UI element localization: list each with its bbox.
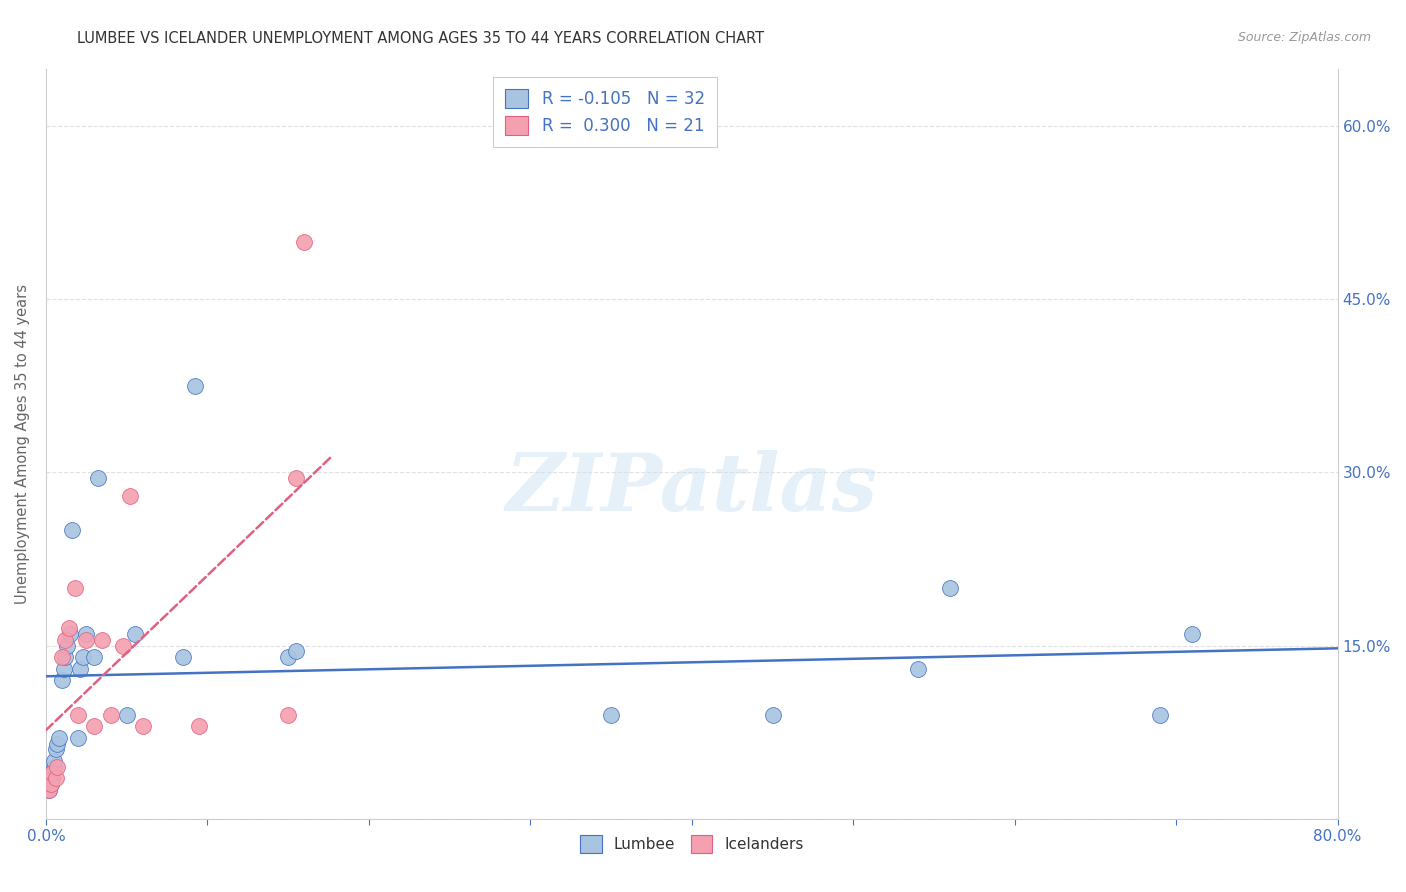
Point <box>907 662 929 676</box>
Point <box>39 777 62 791</box>
Point <box>188 719 211 733</box>
Legend: Lumbee, Icelanders: Lumbee, Icelanders <box>569 824 814 863</box>
Point <box>75 627 97 641</box>
Text: ZIPatlas: ZIPatlas <box>506 450 877 527</box>
Text: Source: ZipAtlas.com: Source: ZipAtlas.com <box>1237 31 1371 45</box>
Point <box>46 737 69 751</box>
Point <box>292 235 315 249</box>
Point <box>277 650 299 665</box>
Point <box>83 719 105 733</box>
Point <box>41 765 63 780</box>
Point <box>53 632 76 647</box>
Point <box>51 673 73 688</box>
Point <box>42 754 65 768</box>
Point <box>45 742 67 756</box>
Point <box>939 581 962 595</box>
Point <box>118 489 141 503</box>
Point <box>285 644 308 658</box>
Point <box>183 379 205 393</box>
Point <box>53 650 76 665</box>
Point <box>761 707 783 722</box>
Point <box>42 760 65 774</box>
Point <box>45 772 67 786</box>
Point <box>67 707 90 722</box>
Point <box>285 471 308 485</box>
Text: LUMBEE VS ICELANDER UNEMPLOYMENT AMONG AGES 35 TO 44 YEARS CORRELATION CHART: LUMBEE VS ICELANDER UNEMPLOYMENT AMONG A… <box>77 31 765 46</box>
Point <box>52 662 75 676</box>
Y-axis label: Unemployment Among Ages 35 to 44 years: Unemployment Among Ages 35 to 44 years <box>15 284 30 604</box>
Point <box>56 639 79 653</box>
Point <box>48 731 70 745</box>
Point <box>86 471 108 485</box>
Point <box>124 627 146 641</box>
Point <box>38 783 60 797</box>
Point <box>59 627 82 641</box>
Point <box>277 707 299 722</box>
Point <box>63 581 86 595</box>
Point <box>39 777 62 791</box>
Point <box>112 639 135 653</box>
Point <box>100 707 122 722</box>
Point <box>46 760 69 774</box>
Point <box>60 523 83 537</box>
Point <box>115 707 138 722</box>
Point <box>51 650 73 665</box>
Point <box>1181 627 1204 641</box>
Point <box>172 650 194 665</box>
Point <box>91 632 114 647</box>
Point <box>69 662 91 676</box>
Point <box>67 731 90 745</box>
Point <box>83 650 105 665</box>
Point <box>41 772 63 786</box>
Point <box>72 650 94 665</box>
Point <box>132 719 155 733</box>
Point <box>600 707 623 722</box>
Point <box>75 632 97 647</box>
Point <box>58 621 80 635</box>
Point <box>1149 707 1171 722</box>
Point <box>38 783 60 797</box>
